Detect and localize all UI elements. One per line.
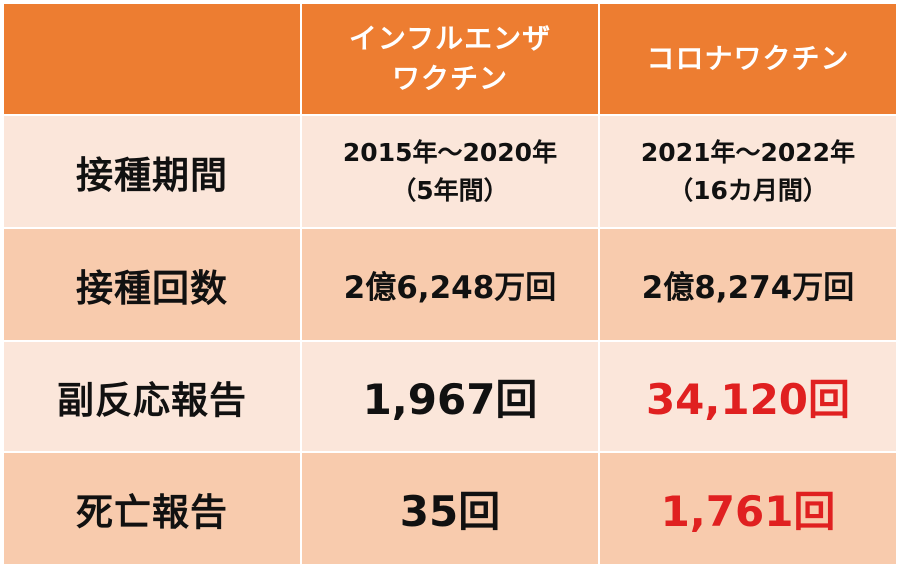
count-influenza-cell: 2億6,248万回 (300, 227, 598, 340)
row-label-period: 接種期間 (4, 114, 300, 227)
death-influenza-value: 35回 (399, 487, 501, 536)
header-influenza-line-2: ワクチン (391, 62, 508, 95)
death-influenza-cell: 35回 (300, 451, 598, 564)
row-label-death: 死亡報告 (4, 451, 300, 564)
header-corona-label: コロナワクチン (646, 42, 850, 75)
header-influenza-line-1: インフルエンザ (348, 22, 552, 55)
adverse-influenza-value: 1,967回 (362, 375, 538, 424)
adverse-influenza-cell: 1,967回 (300, 340, 598, 451)
adverse-label-text: 副反応報告 (57, 378, 247, 422)
death-corona-value: 1,761回 (660, 487, 836, 536)
period-corona-range: 2021年〜2022年 (640, 137, 856, 167)
period-label-text: 接種期間 (76, 153, 228, 197)
count-label-text: 接種回数 (76, 266, 228, 310)
period-influenza-duration: （5年間） (391, 175, 509, 205)
period-corona-cell: 2021年〜2022年 （16カ月間） (598, 114, 896, 227)
death-label-text: 死亡報告 (76, 490, 228, 534)
death-corona-cell: 1,761回 (598, 451, 896, 564)
adverse-corona-cell: 34,120回 (598, 340, 896, 451)
row-label-adverse: 副反応報告 (4, 340, 300, 451)
period-corona-duration: （16カ月間） (668, 175, 828, 205)
count-corona-cell: 2億8,274万回 (598, 227, 896, 340)
adverse-corona-value: 34,120回 (645, 375, 851, 424)
count-corona-value: 2億8,274万回 (641, 270, 855, 306)
header-corona-vaccine: コロナワクチン (598, 4, 896, 114)
comparison-table: インフルエンザ ワクチン コロナワクチン 接種期間 2015年〜2020年 （5… (4, 4, 896, 564)
header-corner-cell (4, 4, 300, 114)
period-influenza-cell: 2015年〜2020年 （5年間） (300, 114, 598, 227)
period-influenza-range: 2015年〜2020年 (342, 137, 558, 167)
row-label-count: 接種回数 (4, 227, 300, 340)
header-influenza-vaccine: インフルエンザ ワクチン (300, 4, 598, 114)
count-influenza-value: 2億6,248万回 (343, 270, 557, 306)
